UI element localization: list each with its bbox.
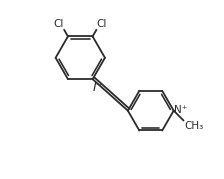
Text: Cl: Cl [53, 20, 64, 30]
Text: N⁺: N⁺ [174, 105, 188, 115]
Text: I⁻: I⁻ [93, 81, 103, 94]
Text: Cl: Cl [97, 20, 107, 30]
Text: CH₃: CH₃ [184, 121, 203, 131]
